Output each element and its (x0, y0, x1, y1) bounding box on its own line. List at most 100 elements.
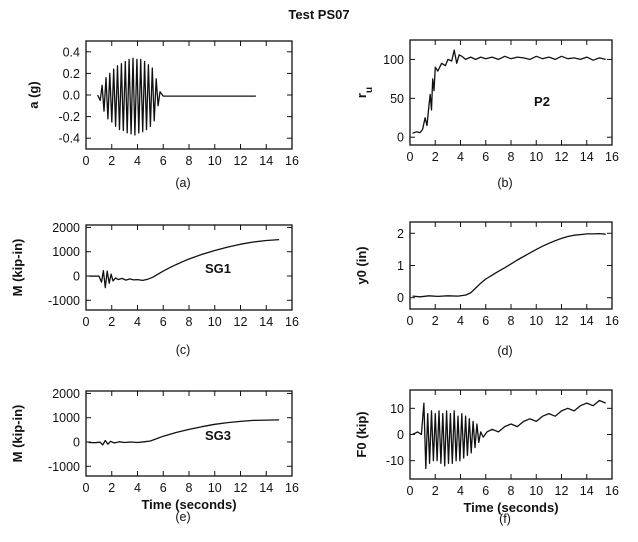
x-tick-label: 14 (259, 154, 273, 168)
y-tick-label: 1000 (52, 411, 80, 425)
x-tick-label: 0 (83, 481, 90, 495)
x-tick-label: 2 (108, 315, 115, 329)
series-line (412, 399, 606, 470)
panel-caption: (b) (497, 176, 512, 190)
panel-caption: (a) (175, 176, 190, 190)
x-tick-label: 6 (482, 314, 489, 328)
x-tick-label: 6 (160, 481, 167, 495)
x-tick-label: 2 (108, 481, 115, 495)
x-tick-label: 10 (529, 314, 543, 328)
y-tick-label: -0.4 (58, 132, 80, 146)
plot-frame (85, 390, 293, 477)
x-tick-label: 0 (407, 150, 414, 164)
y-tick-label: 2000 (52, 387, 80, 401)
y-axis-label: F0 (kip) (354, 411, 369, 457)
x-tick-label: 16 (285, 481, 299, 495)
y-axis-label: y0 (in) (354, 246, 369, 284)
y-tick-label: 0 (73, 270, 80, 284)
y-tick-label: 1 (397, 259, 404, 273)
y-axis-label: ru (354, 87, 375, 98)
x-tick-label: 10 (208, 481, 222, 495)
x-tick-label: 12 (234, 154, 248, 168)
series-line (88, 419, 280, 446)
y-tick-label: 0 (73, 436, 80, 450)
x-tick-label: 10 (529, 150, 543, 164)
x-tick-label: 16 (605, 150, 619, 164)
y-tick-label: 0 (397, 428, 404, 442)
y-tick-label: 0.0 (63, 89, 80, 103)
x-axis-label: Time (seconds) (141, 497, 236, 512)
x-tick-label: 12 (555, 314, 569, 328)
x-tick-label: 4 (457, 484, 464, 498)
y-axis-label: a (g) (26, 81, 41, 108)
series-line (412, 49, 606, 134)
y-tick-label: 0.4 (63, 45, 80, 59)
panel-caption: (d) (497, 344, 512, 358)
y-tick-label: 2000 (52, 221, 80, 235)
x-tick-label: 8 (508, 484, 515, 498)
x-tick-label: 14 (259, 481, 273, 495)
panel-caption: (f) (499, 512, 511, 526)
x-tick-label: 8 (508, 314, 515, 328)
x-tick-label: 12 (234, 315, 248, 329)
x-axis-label: Time (seconds) (463, 500, 558, 515)
panel-caption: (e) (175, 510, 190, 524)
y-tick-label: 1000 (52, 245, 80, 259)
y-tick-label: 2 (397, 227, 404, 241)
x-tick-label: 6 (482, 150, 489, 164)
y-tick-label: 10 (390, 402, 404, 416)
x-tick-label: 2 (432, 150, 439, 164)
x-tick-label: 16 (605, 314, 619, 328)
plot-frame (85, 224, 293, 311)
panel-a: 0 2 4 6 8 10 12 14 16 0.4 0.2 0.0 -0.2 -0.4 a (g) (a) (26, 40, 299, 190)
y-axis-label: M (kip-in) (10, 239, 25, 297)
panel-caption: (c) (176, 343, 191, 357)
y-tick-label: 0 (397, 131, 404, 145)
x-tick-label: 4 (134, 315, 141, 329)
series-line (97, 57, 256, 136)
panel-b: 0 2 4 6 8 10 12 14 16 100 50 0 ru (b) P2 (354, 39, 619, 190)
x-tick-label: 10 (208, 154, 222, 168)
x-tick-label: 2 (432, 314, 439, 328)
x-tick-label: 14 (580, 314, 594, 328)
series-line (412, 232, 606, 298)
y-tick-label: -10 (386, 454, 404, 468)
x-tick-label: 12 (555, 150, 569, 164)
x-tick-label: 14 (259, 315, 273, 329)
y-tick-label: 50 (390, 92, 404, 106)
x-tick-label: 8 (186, 315, 193, 329)
x-tick-label: 10 (529, 484, 543, 498)
x-tick-label: 0 (407, 484, 414, 498)
x-tick-label: 16 (285, 154, 299, 168)
x-tick-label: 4 (134, 481, 141, 495)
y-axis-label: M (kip-in) (10, 405, 25, 463)
x-tick-label: 6 (482, 484, 489, 498)
panel-f: 0 2 4 6 8 10 12 14 16 10 0 -10 F0 (kip) Time (seconds… (354, 389, 619, 526)
x-tick-label: 0 (83, 154, 90, 168)
figure-title: Test PS07 (288, 7, 349, 22)
x-tick-label: 4 (134, 154, 141, 168)
x-tick-label: 14 (580, 150, 594, 164)
x-tick-label: 8 (186, 481, 193, 495)
y-tick-label: 0.2 (63, 67, 80, 81)
x-tick-label: 6 (160, 315, 167, 329)
series-annotation: P2 (534, 94, 550, 109)
y-tick-label: -1000 (48, 294, 80, 308)
series-annotation: SG3 (205, 428, 231, 443)
x-tick-label: 12 (234, 481, 248, 495)
y-tick-label: -1000 (48, 460, 80, 474)
x-tick-label: 4 (457, 150, 464, 164)
x-tick-label: 16 (605, 484, 619, 498)
y-tick-label: 0 (397, 291, 404, 305)
x-tick-label: 16 (285, 315, 299, 329)
x-tick-label: 6 (160, 154, 167, 168)
x-tick-label: 0 (407, 314, 414, 328)
x-tick-label: 8 (508, 150, 515, 164)
x-tick-label: 10 (208, 315, 222, 329)
series-annotation: SG1 (205, 261, 231, 276)
y-tick-label: -0.2 (58, 110, 80, 124)
x-tick-label: 12 (555, 484, 569, 498)
